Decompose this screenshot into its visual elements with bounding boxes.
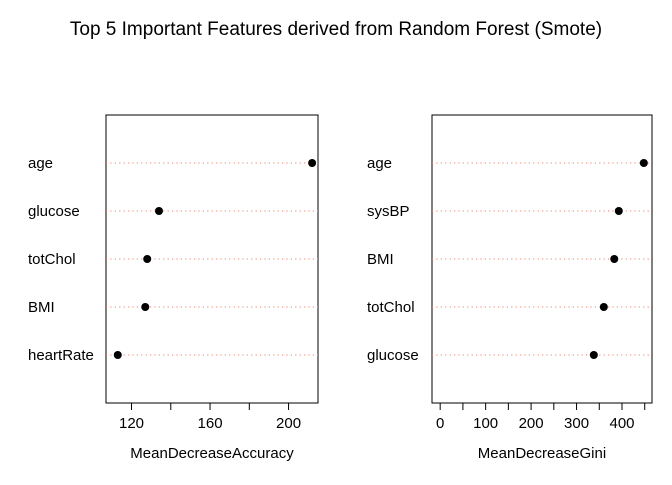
category-label: BMI (28, 299, 55, 316)
panel-mean-decrease-accuracy: age glucose totChol BMI heartRate 120 160 200 Me… (28, 114, 319, 462)
category-label: totChol (28, 251, 76, 268)
x-tick-label: 100 (473, 415, 498, 432)
x-tick-label: 120 (119, 415, 144, 432)
x-tick-label: 400 (609, 415, 634, 432)
category-label: sysBP (367, 203, 410, 220)
data-point (589, 351, 598, 359)
data-point (155, 207, 163, 215)
category-label: glucose (28, 203, 80, 220)
chart-title: Top 5 Important Features derived from Ra… (70, 19, 602, 40)
category-label: heartRate (28, 347, 94, 364)
x-tick-label: 300 (564, 415, 589, 432)
x-tick-label: 160 (198, 415, 223, 432)
panel-mean-decrease-gini: age sysBP BMI totChol glucose 0 100 200 300 400Me… (367, 114, 653, 462)
x-tick-label: 200 (276, 415, 301, 432)
category-label: totChol (367, 299, 415, 316)
data-point (141, 303, 150, 311)
x-axis-label: MeanDecreaseAccuracy (130, 445, 294, 462)
x-axis-label: MeanDecreaseGini (478, 445, 606, 462)
data-point (599, 303, 608, 311)
category-label: age (28, 155, 53, 172)
data-point (113, 351, 122, 359)
category-label: age (367, 155, 392, 172)
x-tick-label: 200 (519, 415, 544, 432)
data-point (639, 159, 648, 167)
data-point (308, 159, 317, 167)
x-tick-label: 0 (436, 415, 444, 432)
data-point (614, 207, 623, 215)
category-label: glucose (367, 347, 419, 364)
category-label: BMI (367, 251, 394, 268)
data-point (143, 255, 152, 263)
data-point (610, 255, 619, 263)
